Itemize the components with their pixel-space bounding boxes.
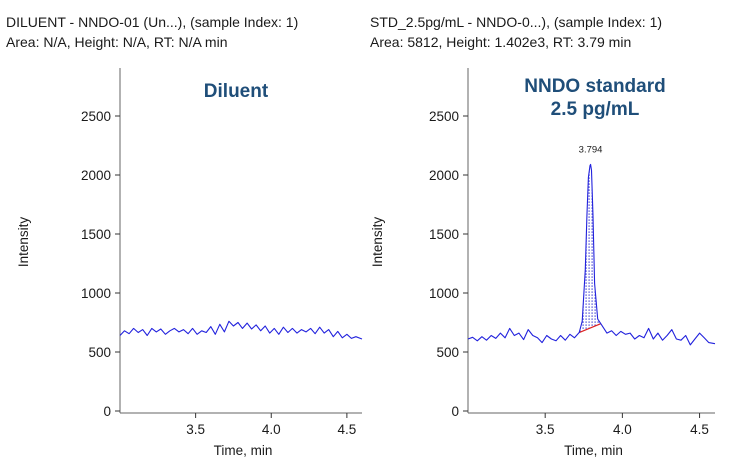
x-axis-label: Time, min [564, 443, 623, 458]
chromatogram-trace [119, 320, 363, 340]
panel-title: Diluent [204, 81, 269, 102]
sample-header-line1: STD_2.5pg/mL - NNDO-0...), (sample Index… [370, 14, 662, 30]
y-tick-label: 500 [88, 345, 111, 360]
sample-header-line2: Area: N/A, Height: N/A, RT: N/A min [6, 34, 227, 50]
y-tick-label: 0 [103, 404, 111, 419]
sample-header-line1: DILUENT - NNDO-01 (Un...), (sample Index… [6, 14, 298, 30]
chromatogram-trace [467, 163, 716, 346]
x-tick-label: 4.0 [613, 422, 632, 437]
panel-title-line2: 2.5 pg/mL [551, 99, 640, 120]
peak-rt-label: 3.794 [579, 144, 603, 155]
y-tick-label: 2000 [81, 168, 111, 183]
y-tick-label: 1000 [429, 286, 459, 301]
x-tick-label: 3.5 [186, 422, 205, 437]
x-tick-label: 4.0 [262, 422, 281, 437]
y-tick-label: 1500 [81, 227, 111, 242]
y-tick-label: 0 [451, 404, 459, 419]
y-tick-label: 1500 [429, 227, 459, 242]
x-tick-label: 4.5 [337, 422, 356, 437]
y-tick-label: 2500 [81, 109, 111, 124]
x-axis-label: Time, min [214, 443, 273, 458]
peak-baseline [578, 323, 601, 334]
y-tick-label: 500 [436, 345, 459, 360]
panel-title: NNDO standard [524, 76, 665, 97]
peak-area-fill [579, 164, 601, 333]
y-tick-label: 2000 [429, 168, 459, 183]
y-tick-label: 1000 [81, 286, 111, 301]
x-tick-label: 4.5 [690, 422, 709, 437]
y-axis-label: Intensity [16, 217, 31, 268]
x-tick-label: 3.5 [536, 422, 555, 437]
y-tick-label: 2500 [429, 109, 459, 124]
sample-header-line2: Area: 5812, Height: 1.402e3, RT: 3.79 mi… [370, 34, 631, 50]
y-axis-label: Intensity [370, 217, 385, 268]
